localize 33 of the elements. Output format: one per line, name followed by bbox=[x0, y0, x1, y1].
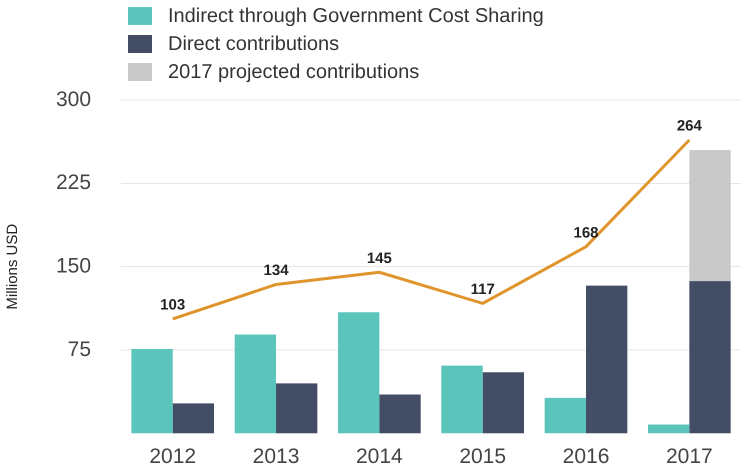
bar bbox=[172, 403, 214, 434]
x-tick-label: 2017 bbox=[666, 444, 713, 468]
bar bbox=[276, 383, 318, 434]
y-tick-label: 150 bbox=[56, 254, 92, 278]
bar bbox=[131, 348, 173, 434]
x-tick-label: 2015 bbox=[459, 444, 506, 468]
bar bbox=[379, 394, 421, 434]
data-label: 145 bbox=[366, 250, 392, 267]
bar bbox=[586, 286, 628, 434]
legend-label: Direct contributions bbox=[168, 32, 340, 57]
bar bbox=[338, 312, 380, 434]
x-tick-label: 2016 bbox=[562, 444, 610, 468]
data-label: 117 bbox=[470, 281, 495, 298]
data-label: 264 bbox=[676, 118, 703, 135]
y-tick-label: 225 bbox=[56, 171, 92, 194]
data-label: 168 bbox=[573, 224, 599, 242]
y-tick-label: 75 bbox=[68, 338, 92, 361]
y-axis-title: Millions USD bbox=[4, 224, 22, 310]
bar bbox=[482, 372, 524, 434]
bar bbox=[689, 281, 731, 434]
x-tick-label: 2012 bbox=[149, 444, 196, 468]
bar bbox=[648, 424, 690, 434]
legend-label: Indirect through Government Cost Sharing bbox=[168, 4, 544, 29]
x-tick-label: 2014 bbox=[356, 444, 404, 468]
legend-label: 2017 projected contributions bbox=[168, 60, 420, 85]
x-tick-label: 2013 bbox=[252, 444, 300, 468]
bar bbox=[441, 366, 483, 434]
bar bbox=[544, 398, 586, 434]
data-label: 134 bbox=[264, 262, 290, 280]
bar bbox=[689, 150, 731, 282]
data-label: 103 bbox=[160, 296, 186, 314]
y-tick-label: 300 bbox=[56, 88, 92, 111]
bar bbox=[234, 334, 276, 434]
